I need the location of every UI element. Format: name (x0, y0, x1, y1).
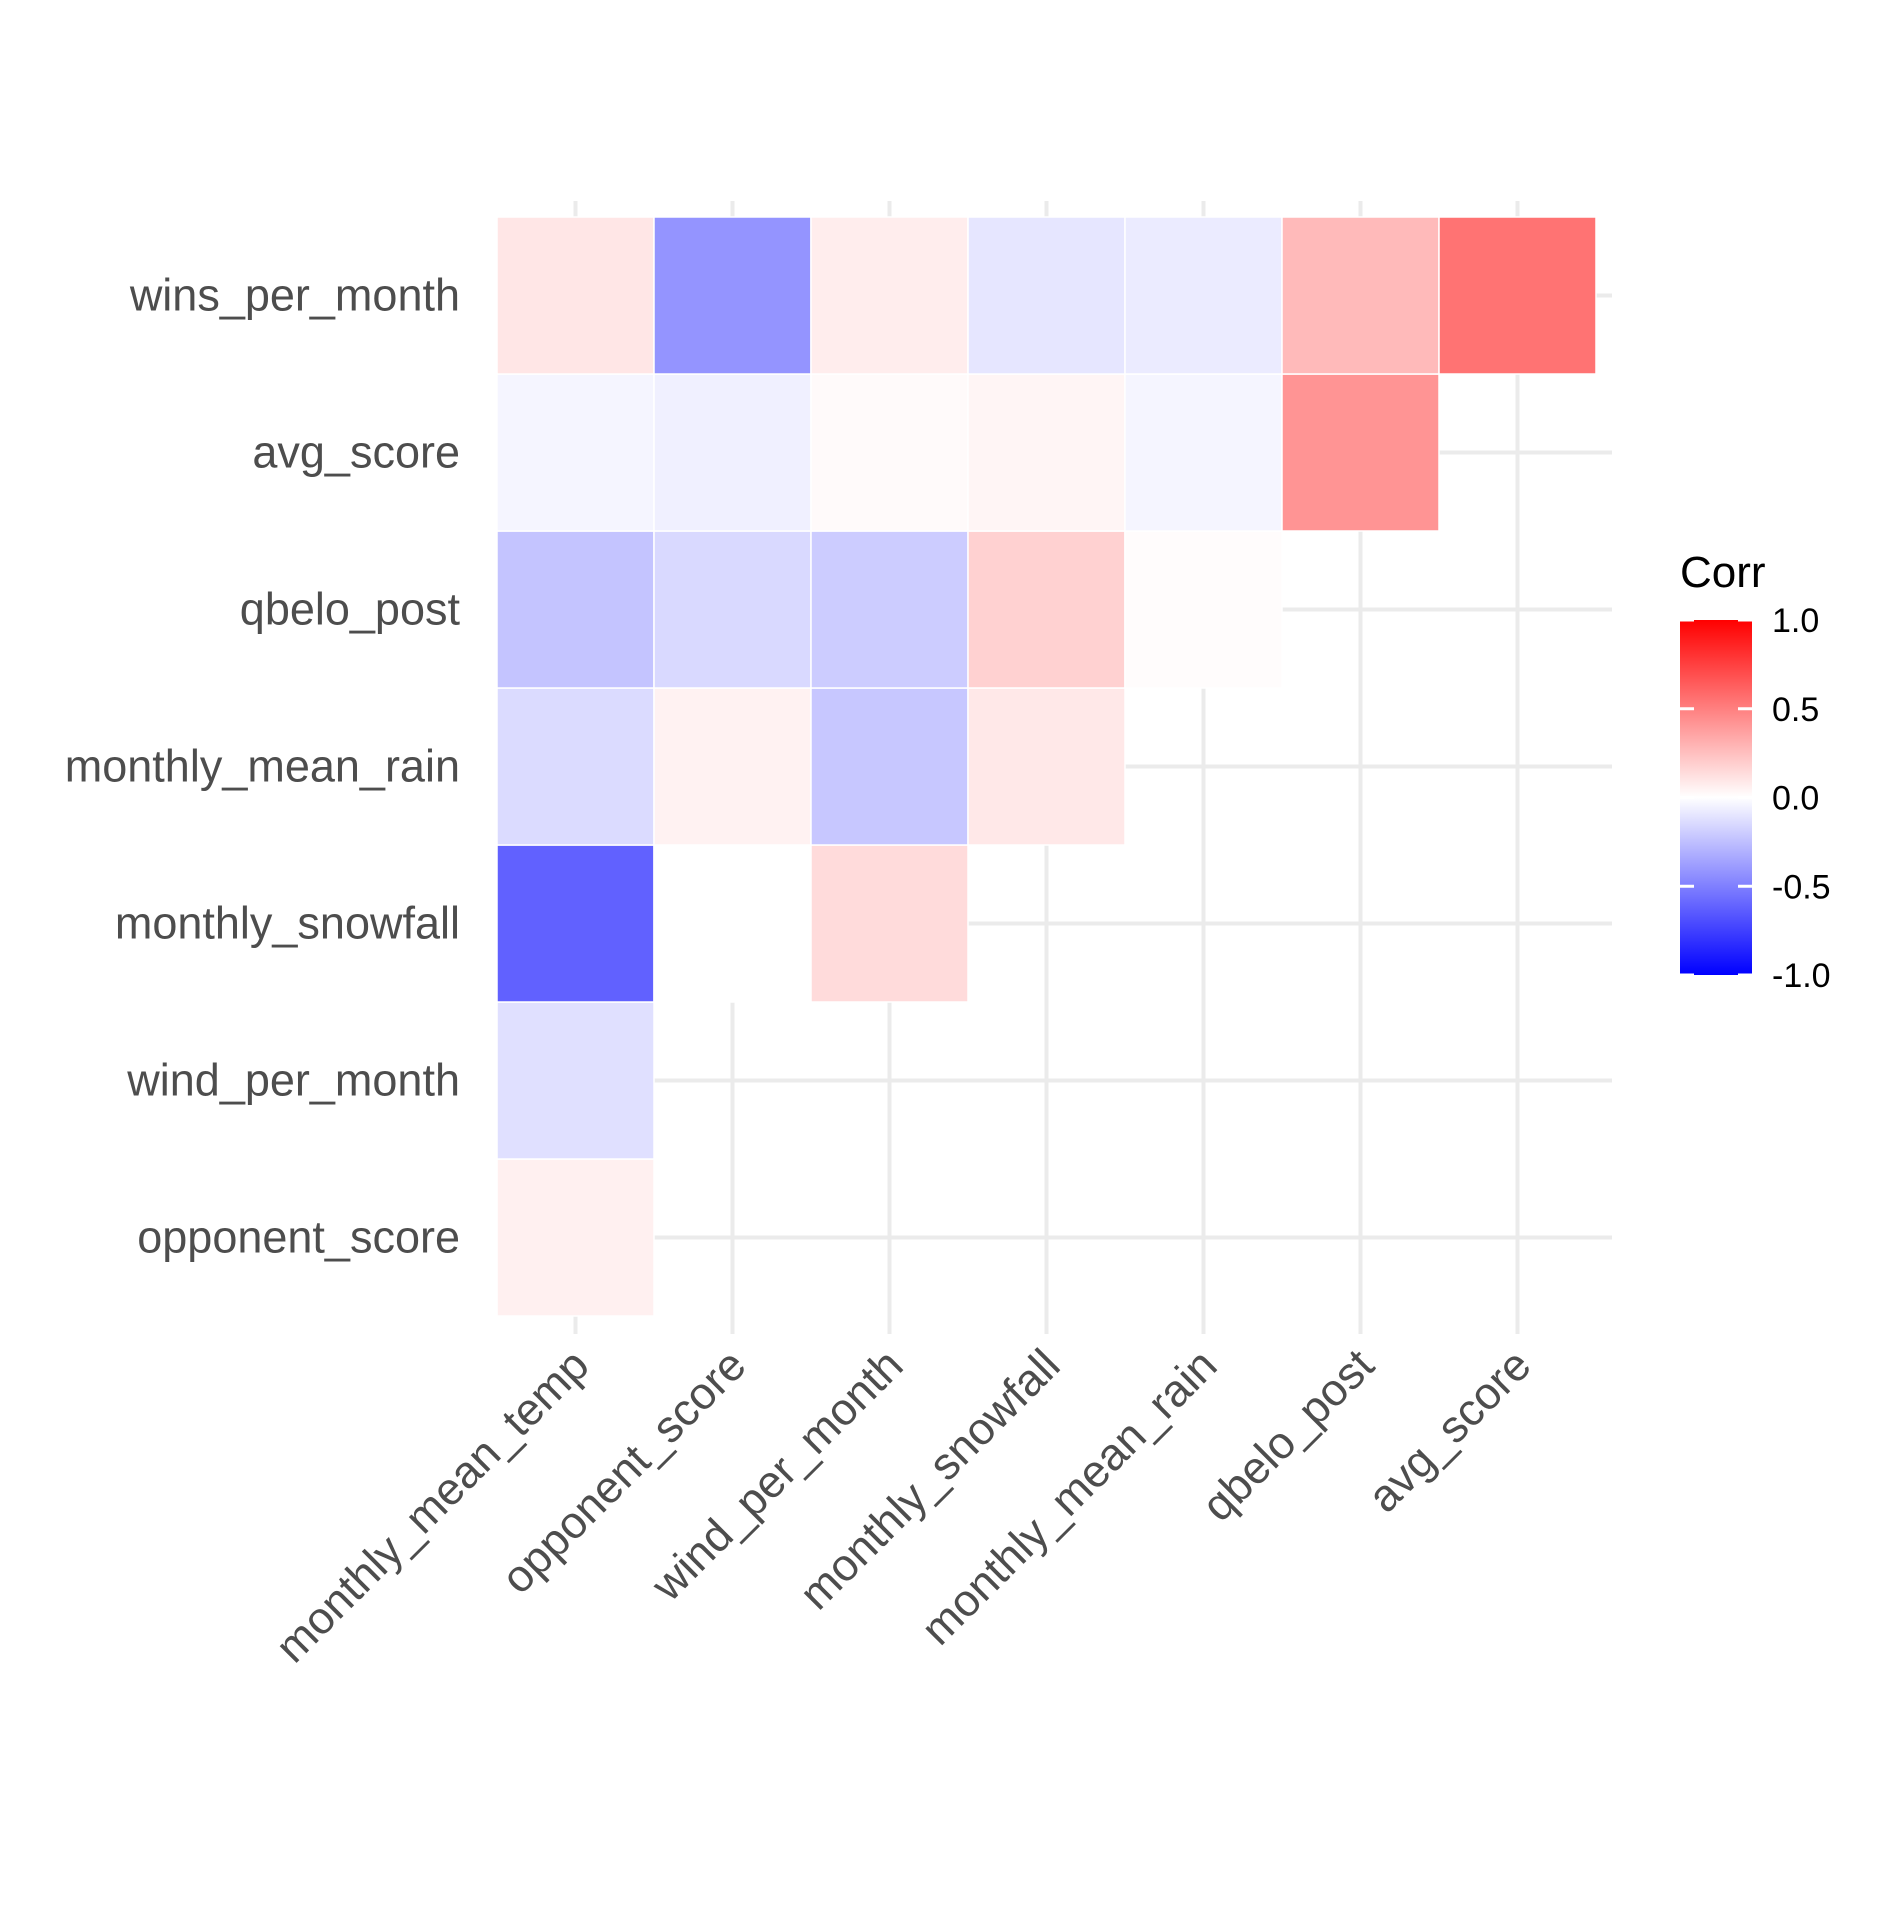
heatmap-cell (496, 1001, 655, 1160)
heatmap-cell (967, 530, 1126, 689)
x-tick-label: avg_score (1358, 1339, 1541, 1522)
y-tick-label: monthly_mean_rain (65, 741, 460, 792)
heatmap-cell (1124, 373, 1283, 532)
heatmap-cells (496, 216, 1597, 1317)
legend-tick-label: -1.0 (1772, 957, 1831, 995)
heatmap-cell (496, 687, 655, 846)
heatmap-cell (967, 687, 1126, 846)
y-axis-tick-labels: opponent_score wind_per_month monthly_snow… (65, 270, 461, 1263)
x-tick-label: qbelo_post (1192, 1339, 1384, 1531)
heatmap-cell (496, 1158, 655, 1317)
legend-tick-label: 0.5 (1772, 691, 1819, 729)
legend-tick-label: 1.0 (1772, 602, 1819, 640)
heatmap-cell (810, 687, 969, 846)
legend-title: Corr (1680, 548, 1766, 597)
legend-tick-label: -0.5 (1772, 868, 1831, 906)
heatmap-cell (653, 373, 812, 532)
y-tick-label: wind_per_month (126, 1055, 460, 1106)
color-legend: Corr 1.0 0.5 0.0 -0.5 -1.0 (1680, 548, 1831, 995)
y-tick-label: monthly_snowfall (115, 898, 460, 949)
heatmap-cell (653, 844, 812, 1003)
heatmap-cell (653, 687, 812, 846)
heatmap-cell (496, 530, 655, 689)
heatmap-cell (967, 216, 1126, 375)
heatmap-cell (653, 216, 812, 375)
x-tick-label: monthly_mean_temp (265, 1339, 598, 1672)
y-tick-label: avg_score (252, 427, 460, 478)
y-tick-label: qbelo_post (240, 584, 461, 635)
heatmap-cell (810, 216, 969, 375)
heatmap-cell (1124, 216, 1283, 375)
heatmap-cell (967, 373, 1126, 532)
x-tick-label: monthly_mean_rain (911, 1339, 1227, 1655)
x-tick-label: monthly_snowfall (789, 1339, 1069, 1619)
legend-ticks: 1.0 0.5 0.0 -0.5 -1.0 (1680, 602, 1831, 995)
x-axis-tick-labels: monthly_mean_tempopponent_scorewind_per_… (265, 1339, 1540, 1673)
y-tick-label: opponent_score (137, 1212, 460, 1263)
heatmap-cell (496, 216, 655, 375)
legend-tick-label: 0.0 (1772, 780, 1819, 818)
heatmap-cell (1281, 216, 1440, 375)
heatmap-cell (810, 844, 969, 1003)
heatmap-cell (496, 373, 655, 532)
heatmap-cell (810, 373, 969, 532)
heatmap-cell (810, 530, 969, 689)
y-tick-label: wins_per_month (129, 270, 460, 321)
heatmap-cell (653, 530, 812, 689)
heatmap-cell (1124, 530, 1283, 689)
heatmap-cell (1438, 216, 1597, 375)
heatmap-cell (1281, 373, 1440, 532)
heatmap-cell (496, 844, 655, 1003)
